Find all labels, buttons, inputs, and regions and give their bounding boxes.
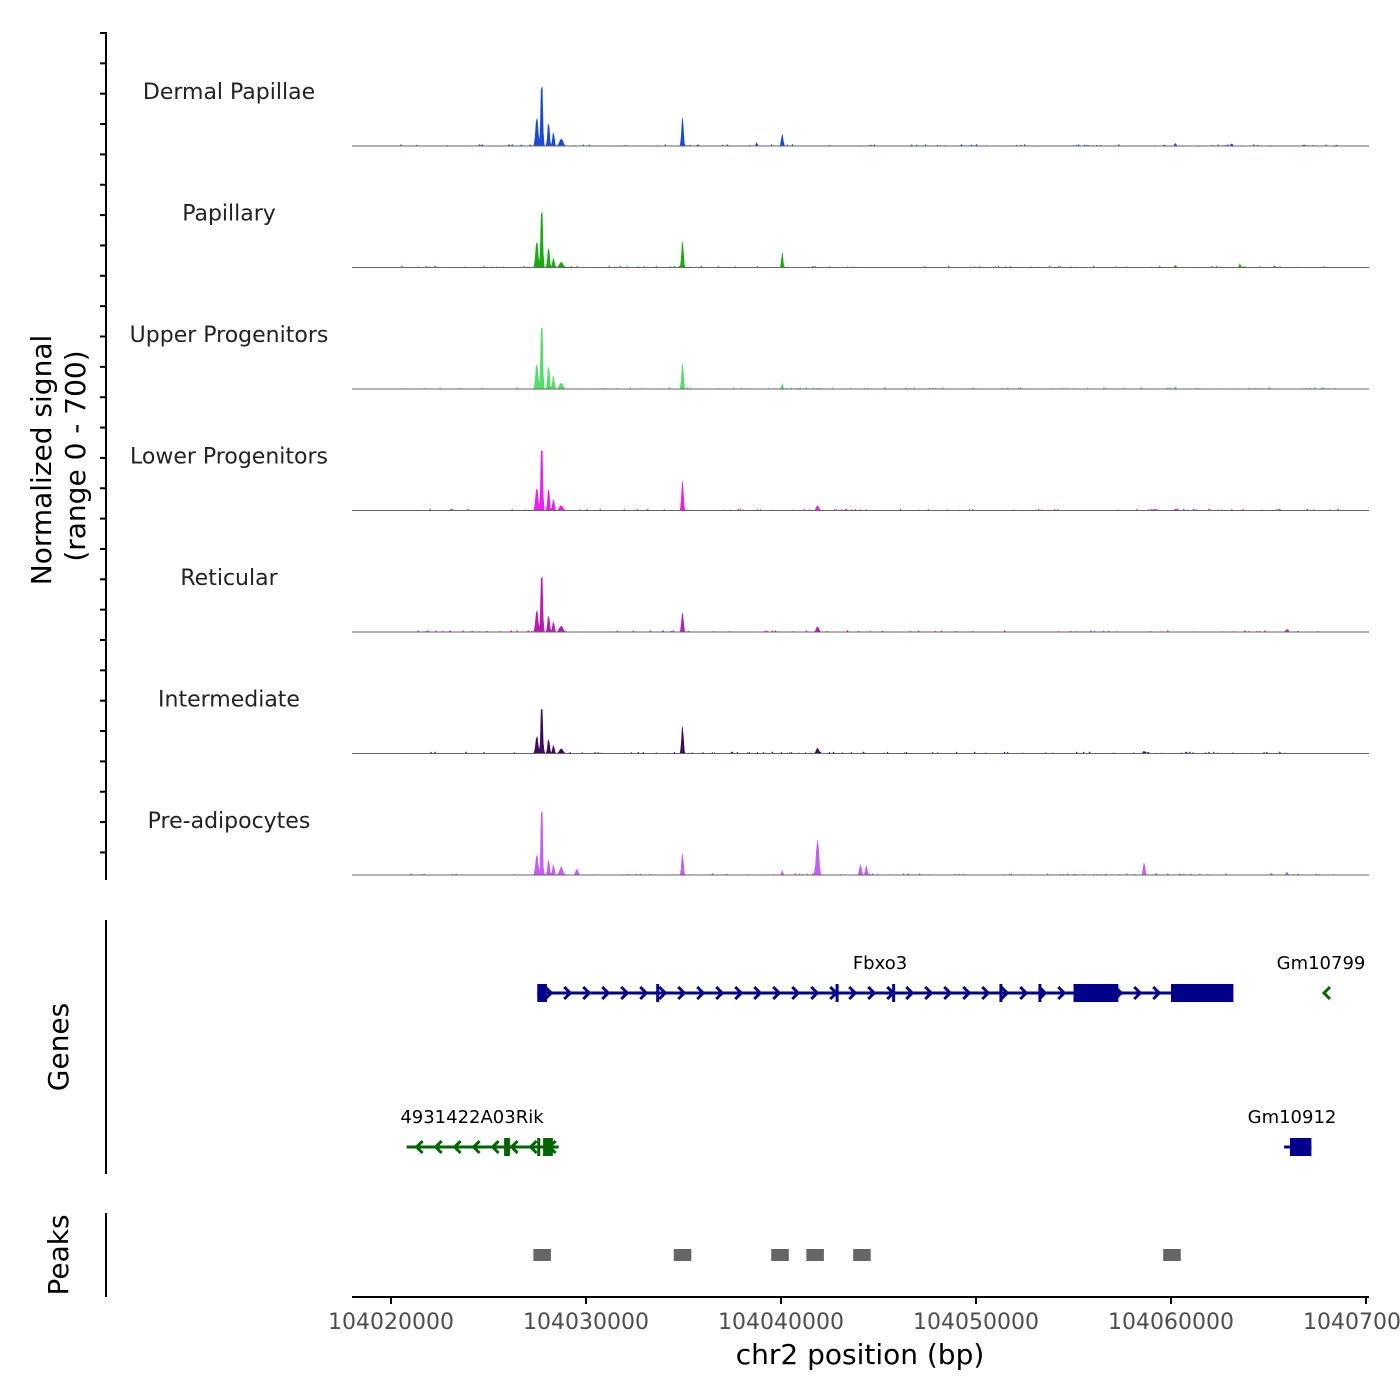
exon: [543, 1138, 553, 1156]
gene-label: 4931422A03Rik: [400, 1107, 544, 1128]
peak-region: [806, 1249, 824, 1261]
strand-chevron: [1321, 985, 1332, 1001]
strand-chevron: [658, 985, 668, 1001]
exon: [656, 984, 660, 1002]
strand-chevron: [905, 985, 915, 1001]
strand-chevron: [772, 985, 782, 1001]
coverage-area: [352, 327, 1369, 390]
strand-chevron: [1057, 985, 1067, 1001]
peak-region: [771, 1249, 789, 1261]
strand-chevron: [528, 1139, 538, 1155]
strand-chevron: [677, 985, 687, 1001]
exon: [1171, 984, 1234, 1002]
x-tick-label: 104040000: [718, 1310, 844, 1335]
exon: [1073, 984, 1119, 1002]
track-2: Upper Progenitors: [130, 323, 1369, 390]
gene-label: Gm10799: [1277, 953, 1366, 974]
track-6: Pre-adipocytes: [148, 809, 1369, 876]
strand-chevron: [696, 985, 706, 1001]
strand-chevron: [563, 985, 573, 1001]
peak-regions: [533, 1249, 1181, 1261]
gene-annotations: Fbxo3 Gm10799 4931422A03Rik Gm10912: [400, 953, 1365, 1156]
exon: [892, 984, 896, 1002]
coverage-area: [352, 450, 1369, 512]
peak-region: [533, 1249, 551, 1261]
exon: [537, 1138, 541, 1156]
strand-chevron: [490, 1139, 500, 1155]
x-axis-ticks: 104020000 104030000 104040000 104050000 1040…: [328, 1297, 1400, 1335]
strand-chevron: [943, 985, 953, 1001]
strand-chevron: [433, 1139, 443, 1155]
exon: [537, 984, 547, 1002]
genes-panel-label: Genes: [42, 1003, 75, 1091]
strand-chevron: [867, 985, 877, 1001]
strand-chevron: [452, 1139, 462, 1155]
strand-chevron: [734, 985, 744, 1001]
signal-y-ticks: [100, 32, 106, 854]
strand-chevron: [509, 1139, 519, 1155]
gene-label: Gm10912: [1248, 1107, 1337, 1128]
strand-chevron: [962, 985, 972, 1001]
coverage-area: [352, 86, 1369, 147]
peak-region: [673, 1249, 692, 1261]
coverage-area: [352, 708, 1369, 755]
x-tick-label: 104070000: [1303, 1310, 1400, 1335]
strand-chevron: [810, 985, 820, 1001]
gene-4931422A03Rik: 4931422A03Rik: [400, 1107, 559, 1156]
peaks-panel-label: Peaks: [42, 1214, 75, 1295]
coverage-area: [352, 211, 1369, 268]
strand-chevron: [582, 985, 592, 1001]
strand-chevron: [981, 985, 991, 1001]
coverage-area: [352, 811, 1369, 876]
track-3: Lower Progenitors: [130, 445, 1369, 512]
strand-chevron: [544, 985, 554, 1001]
coverage-tracks: Dermal Papillae Papillary Upper Progenitor…: [130, 80, 1369, 876]
strand-chevron: [601, 985, 611, 1001]
strand-chevron: [1019, 985, 1029, 1001]
track-5: Intermediate: [158, 688, 1369, 755]
strand-chevron: [1000, 985, 1010, 1001]
track-0: Dermal Papillae: [143, 80, 1369, 147]
track-label: Upper Progenitors: [130, 323, 329, 348]
exon: [504, 1138, 510, 1156]
track-4: Reticular: [180, 566, 1369, 633]
strand-chevron: [1152, 985, 1162, 1001]
track-label: Papillary: [182, 202, 276, 227]
strand-chevron: [414, 1139, 424, 1155]
x-tick-label: 104030000: [523, 1310, 649, 1335]
strand-chevron: [471, 1139, 481, 1155]
track-label: Lower Progenitors: [130, 445, 328, 470]
strand-chevron: [620, 985, 630, 1001]
track-1: Papillary: [182, 202, 1369, 268]
track-label: Intermediate: [158, 688, 300, 713]
strand-chevron: [639, 985, 649, 1001]
peak-region: [1163, 1249, 1181, 1261]
gene-label: Fbxo3: [853, 953, 907, 974]
strand-chevron: [924, 985, 934, 1001]
strand-chevron: [1133, 985, 1143, 1001]
x-tick-label: 104060000: [1108, 1310, 1234, 1335]
x-tick-label: 104050000: [913, 1310, 1039, 1335]
strand-chevron: [848, 985, 858, 1001]
track-label: Dermal Papillae: [143, 80, 315, 105]
y-axis-label-line2: (range 0 - 700): [59, 350, 92, 561]
strand-chevron: [715, 985, 725, 1001]
gene-Gm10799: Gm10799: [1277, 953, 1366, 1001]
exon: [835, 984, 839, 1002]
y-axis-label-line1: Normalized signal: [25, 335, 58, 586]
coverage-area: [352, 575, 1369, 633]
exon: [1038, 984, 1042, 1002]
track-label: Pre-adipocytes: [148, 809, 311, 834]
strand-chevron: [791, 985, 801, 1001]
strand-chevron: [753, 985, 763, 1001]
x-axis-label: chr2 position (bp): [736, 1338, 985, 1371]
x-tick-label: 104020000: [328, 1310, 454, 1335]
peak-region: [853, 1249, 871, 1261]
track-label: Reticular: [180, 566, 278, 591]
gene-Fbxo3: Fbxo3: [537, 953, 1234, 1002]
exon: [999, 984, 1003, 1002]
exon: [1289, 1138, 1312, 1156]
gene-Gm10912: Gm10912: [1248, 1107, 1337, 1156]
